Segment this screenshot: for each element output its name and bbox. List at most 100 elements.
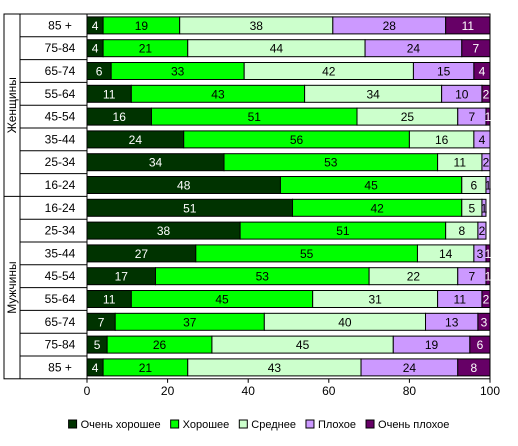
group-label: Женщины [5,77,19,133]
legend-label: Очень плохое [378,419,449,431]
data-label: 11 [462,19,475,33]
category-label: 55-64 [45,292,76,306]
data-label: 42 [322,65,336,79]
category-label: 85 + [48,360,72,374]
data-label: 24 [129,133,143,147]
data-label: 13 [445,315,459,329]
data-label: 51 [336,224,350,238]
data-label: 2 [483,156,490,170]
data-label: 4 [92,19,99,33]
x-tick-label: 100 [480,384,500,398]
category-label-layer: 85 + 75-84 65-74 55-64 45-54 35-44 25-34 16-24 1… [45,18,76,374]
data-label: 22 [407,270,421,284]
bar-segment [481,198,487,217]
data-label: 43 [211,87,225,101]
data-label: 56 [290,133,304,147]
bar-segment [485,267,491,286]
group-label-layer: Женщины Мужчины [5,77,19,314]
legend-label: Плохое [318,419,356,431]
data-label: 40 [338,315,352,329]
data-label: 11 [454,293,467,307]
data-label: 45 [364,179,378,193]
data-label: 8 [458,224,465,238]
legend-swatch [365,419,375,429]
data-label: 21 [139,42,153,56]
category-label: 65-74 [45,64,76,78]
bar-segment [485,107,491,126]
data-label: 37 [183,315,197,329]
data-label: 7 [98,315,105,329]
data-label: 11 [454,156,467,170]
category-label: 45-54 [45,269,76,283]
bar-segment [473,130,491,149]
data-label: 4 [92,361,99,375]
data-label: 7 [473,42,480,56]
data-label: 2 [483,293,490,307]
data-label: 2 [483,87,490,101]
x-tick-label: 0 [84,384,91,398]
data-label: 19 [135,19,149,33]
data-label: 1 [485,270,492,284]
data-label: 3 [481,315,488,329]
data-label: 31 [368,293,382,307]
data-label: 1 [485,247,492,261]
legend-label: Хорошее [183,419,230,431]
data-label: 25 [401,110,415,124]
data-label: 5 [94,338,101,352]
data-label: 15 [437,65,451,79]
data-label: 55 [300,247,314,261]
data-label: 1 [481,201,488,215]
category-label: 35-44 [45,246,76,260]
category-label: 16-24 [45,201,76,215]
category-label: 45-54 [45,110,76,124]
bar-segment [485,244,491,263]
data-label: 4 [479,65,486,79]
data-label: 3 [477,247,484,261]
data-label: 7 [469,270,476,284]
data-label: 4 [479,133,486,147]
data-label: 19 [425,338,439,352]
bar-segment [477,221,487,240]
data-label: 33 [171,65,185,79]
category-label: 75-84 [45,41,76,55]
category-label: 85 + [48,18,72,32]
data-label: 44 [270,42,284,56]
data-label: 1 [485,179,492,193]
data-label: 34 [366,87,380,101]
data-label: 5 [469,201,476,215]
data-label: 28 [383,19,397,33]
category-label: 35-44 [45,132,76,146]
data-label: 6 [471,179,478,193]
data-label: 42 [370,201,384,215]
data-label: 11 [103,293,116,307]
bar-segment [481,153,491,172]
data-label: 14 [439,247,453,261]
data-label: 48 [177,179,191,193]
data-label: 53 [324,156,338,170]
bar-segment [469,335,491,354]
bar-segment [445,16,491,35]
x-axis: 0 20 40 60 80 100 [84,378,500,398]
bar-segment [473,62,491,80]
data-label: 21 [139,361,153,375]
data-label: 24 [403,361,417,375]
data-label: 10 [455,87,469,101]
data-label: 27 [135,247,149,261]
data-label: 4 [92,42,99,56]
legend-swatch [68,419,78,429]
data-label: 8 [471,361,478,375]
category-label: 16-24 [45,178,76,192]
legend-swatch [238,419,248,429]
bar-segment [461,39,491,58]
bar-segment [457,358,491,377]
legend: Очень хорошее Хорошее Среднее Плохое Очень п… [68,419,449,431]
x-tick-label: 60 [322,384,336,398]
category-label: 55-64 [45,87,76,101]
category-label: 75-84 [45,338,76,352]
legend-label: Очень хорошее [81,419,161,431]
legend-swatch [305,419,315,429]
bar-segment [485,176,491,194]
data-label: 26 [153,338,167,352]
data-label: 2 [479,224,486,238]
